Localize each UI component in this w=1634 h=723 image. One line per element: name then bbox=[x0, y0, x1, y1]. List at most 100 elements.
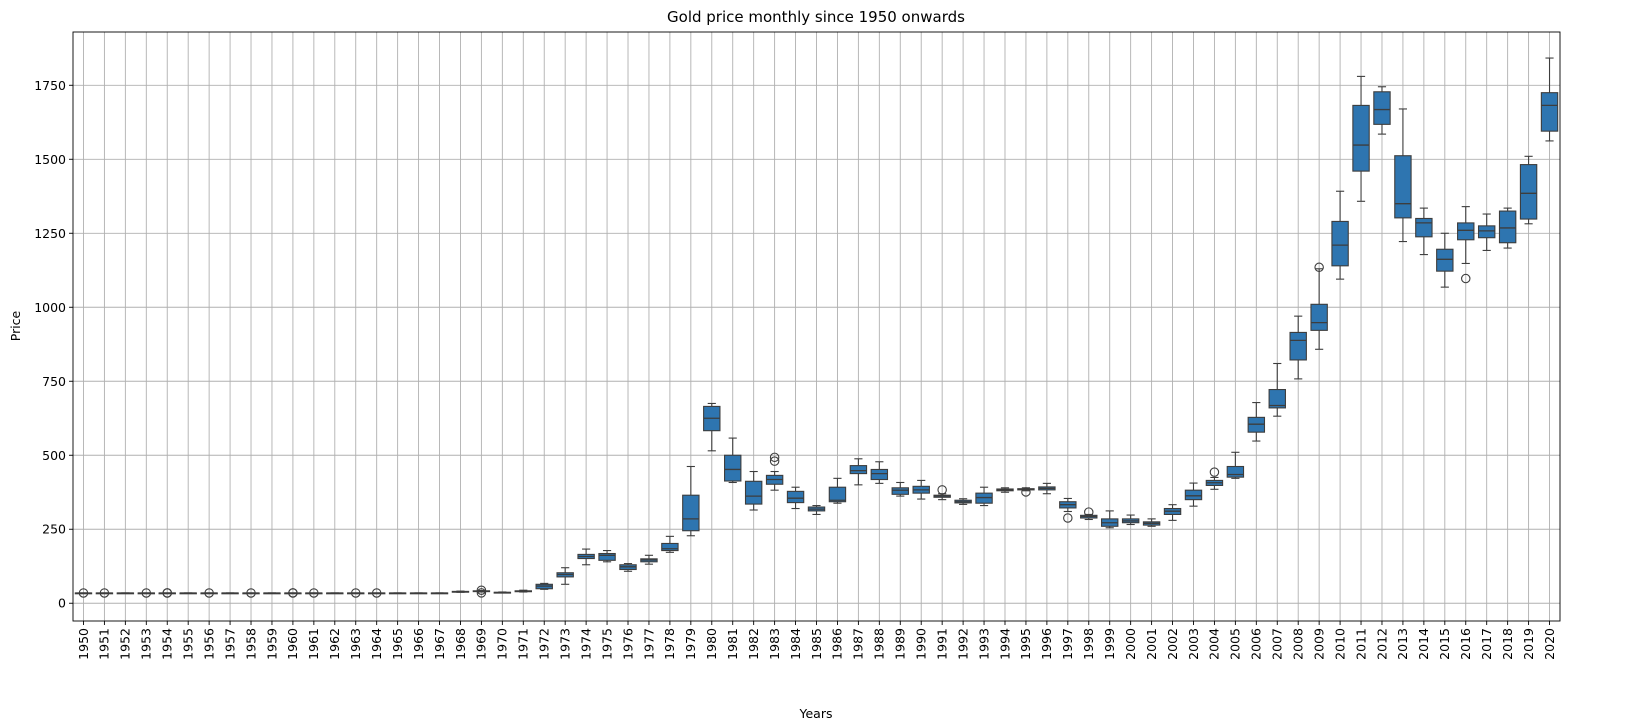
x-axis-label: Years bbox=[799, 706, 833, 721]
x-tick-label: 1991 bbox=[934, 628, 949, 660]
x-tick-label: 1986 bbox=[830, 628, 845, 660]
box-iqr bbox=[598, 552, 616, 561]
outlier-point bbox=[476, 588, 487, 598]
box-iqr bbox=[1436, 248, 1454, 272]
outlier-point bbox=[1314, 262, 1324, 273]
grid-layer bbox=[73, 32, 1560, 621]
x-tick-label: 1950 bbox=[76, 628, 91, 660]
x-tick-label: 1975 bbox=[599, 628, 614, 660]
x-tick-label: 1998 bbox=[1081, 628, 1096, 660]
outlier-point bbox=[309, 588, 319, 598]
x-tick-label: 1980 bbox=[704, 628, 719, 660]
x-tick-label: 1955 bbox=[180, 628, 195, 660]
y-axis-ticks: 0 250 500 750 1000 1250 1500 1750 bbox=[34, 78, 73, 611]
x-tick-label: 2011 bbox=[1353, 628, 1368, 660]
x-tick-label: 1981 bbox=[725, 628, 740, 660]
x-tick-label: 2001 bbox=[1144, 628, 1159, 660]
box-iqr bbox=[870, 468, 889, 481]
x-tick-label: 1973 bbox=[557, 628, 572, 660]
x-tick-label: 1979 bbox=[683, 628, 698, 660]
x-tick-label: 1988 bbox=[872, 628, 887, 660]
x-tick-label: 2009 bbox=[1311, 628, 1326, 660]
x-tick-label: 2018 bbox=[1500, 628, 1515, 660]
x-tick-label: 1961 bbox=[306, 628, 321, 660]
outlier-point bbox=[204, 588, 214, 598]
box-iqr bbox=[891, 487, 909, 495]
outlier-point bbox=[371, 588, 382, 598]
box-iqr bbox=[744, 480, 763, 505]
box-iqr bbox=[1226, 465, 1245, 478]
y-tick-label: 750 bbox=[42, 374, 66, 389]
box-iqr bbox=[1310, 303, 1328, 331]
outlier-point bbox=[1021, 487, 1031, 497]
box-layer bbox=[74, 57, 1559, 598]
y-tick-label: 1000 bbox=[34, 300, 66, 315]
x-tick-label: 1976 bbox=[620, 628, 635, 660]
y-tick-label: 1500 bbox=[34, 152, 66, 167]
outlier-point bbox=[99, 588, 110, 598]
box-iqr bbox=[1331, 220, 1349, 267]
x-tick-label: 1965 bbox=[390, 628, 405, 660]
x-tick-label: 1997 bbox=[1060, 628, 1075, 660]
x-tick-label: 2002 bbox=[1165, 628, 1180, 660]
x-tick-label: 1989 bbox=[893, 628, 908, 660]
box-iqr bbox=[828, 486, 847, 503]
outlier-point bbox=[78, 588, 89, 598]
y-tick-label: 500 bbox=[42, 448, 66, 463]
x-tick-label: 2013 bbox=[1395, 628, 1410, 660]
x-tick-label: 1958 bbox=[243, 628, 258, 660]
x-tick-label: 2004 bbox=[1207, 628, 1222, 660]
x-tick-label: 1982 bbox=[746, 628, 761, 660]
x-tick-label: 2010 bbox=[1332, 628, 1347, 660]
y-tick-label: 0 bbox=[58, 596, 66, 611]
y-tick-label: 1750 bbox=[34, 78, 66, 93]
outlier-point bbox=[246, 588, 256, 598]
x-tick-label: 1956 bbox=[201, 628, 216, 660]
outlier-point bbox=[769, 456, 780, 466]
x-tick-label: 2000 bbox=[1123, 628, 1138, 660]
box-iqr bbox=[1394, 155, 1412, 219]
box-iqr bbox=[1540, 92, 1559, 132]
x-tick-label: 1984 bbox=[788, 628, 803, 660]
x-tick-label: 2005 bbox=[1228, 628, 1243, 660]
x-tick-label: 1990 bbox=[914, 628, 929, 660]
y-axis-label: Price bbox=[8, 310, 23, 341]
outlier-point bbox=[1209, 467, 1220, 477]
outlier-point bbox=[1084, 507, 1094, 517]
x-tick-label: 1995 bbox=[1018, 628, 1033, 660]
x-tick-label: 1985 bbox=[809, 628, 824, 660]
x-tick-label: 1983 bbox=[767, 628, 782, 660]
x-tick-label: 1963 bbox=[348, 628, 363, 660]
box-iqr bbox=[1184, 489, 1203, 501]
x-tick-label: 1954 bbox=[160, 628, 175, 660]
x-tick-label: 1957 bbox=[222, 628, 237, 660]
x-tick-label: 2017 bbox=[1479, 628, 1494, 660]
box-iqr bbox=[1352, 104, 1370, 172]
outlier-point bbox=[288, 588, 298, 598]
box-iqr bbox=[849, 465, 868, 475]
x-tick-label: 2015 bbox=[1437, 628, 1452, 660]
outlier-point bbox=[1461, 273, 1471, 284]
outlier-point bbox=[1063, 513, 1073, 523]
outlier-point bbox=[769, 452, 780, 463]
x-tick-label: 2019 bbox=[1521, 628, 1536, 660]
x-tick-label: 1952 bbox=[118, 628, 133, 660]
x-tick-label: 1966 bbox=[411, 628, 426, 660]
box-iqr bbox=[724, 454, 742, 482]
x-tick-label: 2008 bbox=[1291, 628, 1306, 660]
box-iqr bbox=[786, 490, 805, 504]
x-tick-label: 1996 bbox=[1039, 628, 1054, 660]
box-iqr bbox=[1289, 331, 1307, 361]
x-tick-label: 1951 bbox=[97, 628, 112, 660]
x-tick-label: 1972 bbox=[537, 628, 552, 660]
x-tick-label: 2012 bbox=[1374, 628, 1389, 660]
box-iqr bbox=[1519, 164, 1538, 220]
x-tick-label: 2016 bbox=[1458, 628, 1473, 660]
x-tick-label: 1959 bbox=[264, 628, 279, 660]
outlier-point bbox=[937, 485, 947, 495]
x-tick-label: 1953 bbox=[139, 628, 154, 660]
x-tick-label: 1964 bbox=[369, 628, 384, 660]
box-iqr bbox=[1268, 388, 1286, 409]
box-iqr bbox=[1457, 222, 1475, 241]
